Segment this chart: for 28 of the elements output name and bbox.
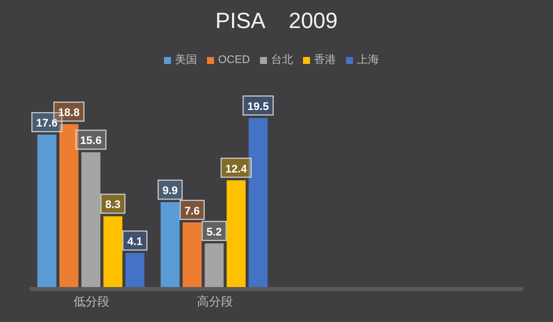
- bar: [103, 216, 122, 289]
- bar: [37, 134, 56, 289]
- bar: [81, 152, 100, 289]
- bar: [160, 202, 180, 289]
- data-label: 7.6: [184, 205, 200, 218]
- bar: [125, 253, 144, 289]
- bar: [226, 180, 246, 289]
- legend-label: 美国: [175, 54, 198, 66]
- legend-label: 台北: [270, 54, 293, 66]
- x-tick-label: 高分段: [196, 294, 233, 309]
- data-label: 12.4: [225, 163, 248, 176]
- data-label: 18.8: [58, 107, 80, 120]
- x-tick-label: 低分段: [74, 294, 110, 309]
- data-label: 9.9: [162, 185, 178, 198]
- legend-label: 香港: [314, 54, 336, 66]
- data-label: 17.6: [36, 118, 58, 130]
- chart-title: PISA 2009: [214, 8, 339, 34]
- data-label: 19.5: [247, 101, 269, 113]
- legend-label: 上海: [356, 54, 379, 66]
- data-label: 15.6: [80, 135, 102, 148]
- data-label: 8.3: [105, 199, 121, 212]
- data-label: 5.2: [206, 226, 222, 238]
- legend-label: OCED: [218, 54, 250, 66]
- bar: [248, 118, 268, 289]
- bar: [204, 243, 224, 289]
- bar: [182, 222, 202, 289]
- bar: [59, 124, 78, 289]
- data-label: 4.1: [127, 236, 143, 248]
